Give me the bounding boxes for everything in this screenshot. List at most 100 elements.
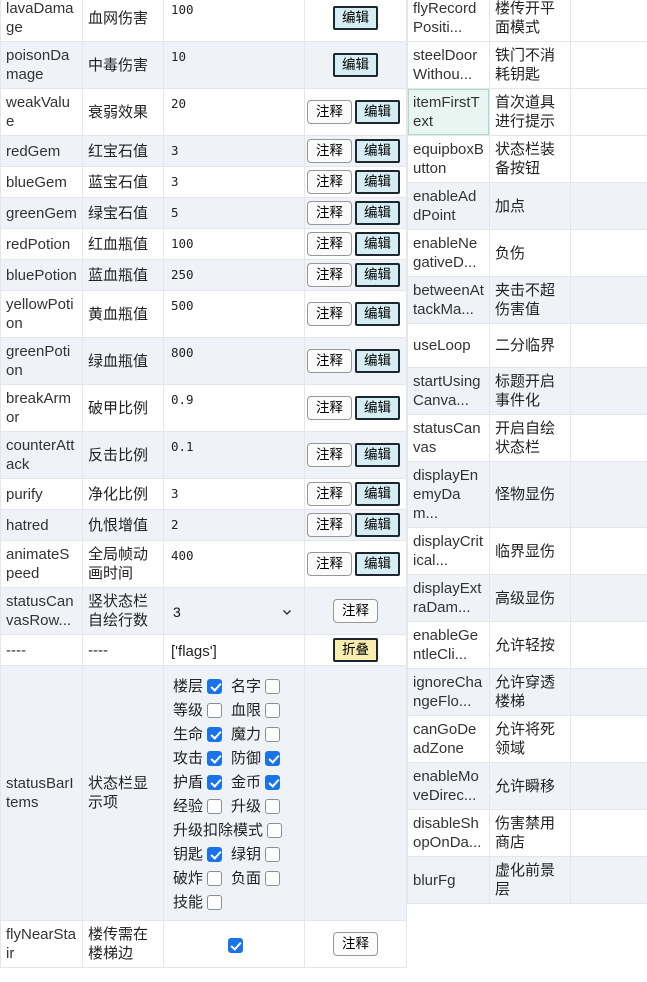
checkbox-checked[interactable] — [265, 774, 281, 790]
checkbox[interactable] — [207, 798, 223, 814]
checklist-item[interactable]: 楼层 — [173, 674, 223, 698]
config-value-cell[interactable]: 250 — [163, 259, 305, 291]
config-value-cell[interactable]: 800 — [163, 337, 305, 385]
checklist-item[interactable]: 等级 — [173, 698, 223, 722]
checklist-item[interactable]: 魔力 — [231, 722, 281, 746]
checkbox[interactable] — [265, 678, 281, 694]
checklist-item[interactable]: 负面 — [231, 866, 281, 890]
checklist-item[interactable]: 护盾 — [173, 770, 223, 794]
checkbox[interactable] — [265, 870, 281, 886]
comment-button[interactable]: 注释 — [307, 170, 352, 194]
checkbox[interactable] — [207, 702, 223, 718]
checkbox[interactable] — [265, 702, 281, 718]
config-value-cell[interactable]: 5 — [163, 197, 305, 229]
checkbox-checked[interactable] — [207, 774, 223, 790]
config-value-cell[interactable]: 3 — [163, 478, 305, 510]
config-value-cell[interactable]: 楼层 名字 等级 血限 生命 魔力 攻击 防御 护盾 金币 经验 升级 升级扣除模式 钥匙 绿钥 破炸 负面 技能 — [163, 665, 305, 921]
config-row-animateSpeed: animateSpeed 全局帧动画时间 400 注释 编辑 — [0, 540, 407, 588]
checklist-item[interactable]: 升级扣除模式 — [173, 818, 283, 842]
checkbox[interactable] — [207, 870, 223, 886]
checklist-item-label: 绿钥 — [231, 845, 262, 863]
config-description: 红宝石值 — [82, 135, 164, 167]
comment-button[interactable]: 注释 — [307, 139, 352, 163]
checkbox-checked[interactable] — [207, 750, 223, 766]
config-description: 楼传需在楼梯边 — [82, 920, 164, 968]
status-canvas-rows-select[interactable]: 3 — [171, 601, 299, 624]
checkbox[interactable] — [267, 822, 283, 838]
checkbox[interactable] — [265, 726, 281, 742]
comment-button[interactable]: 注释 — [307, 100, 352, 124]
edit-button[interactable]: 编辑 — [333, 53, 378, 77]
edit-button[interactable]: 编辑 — [355, 396, 400, 420]
config-value-cell[interactable]: 3 — [163, 587, 305, 635]
checklist-item[interactable]: 攻击 — [173, 746, 223, 770]
checklist-item[interactable]: 防御 — [231, 746, 281, 770]
checklist-item[interactable]: 经验 — [173, 794, 223, 818]
checkbox[interactable] — [207, 894, 223, 910]
edit-button[interactable]: 编辑 — [355, 349, 400, 373]
checkbox-checked[interactable] — [207, 846, 223, 862]
edit-button[interactable]: 编辑 — [355, 513, 400, 537]
comment-button[interactable]: 注释 — [307, 396, 352, 420]
config-value-cell[interactable]: ['flags'] — [163, 634, 305, 666]
flag-key: disableShopOnDa... — [407, 809, 490, 857]
config-value-cell[interactable]: 0.1 — [163, 431, 305, 479]
flag-key: enableGentleCli... — [407, 621, 490, 669]
comment-button[interactable]: 注释 — [333, 932, 378, 956]
config-value-cell[interactable]: 20 — [163, 88, 305, 136]
edit-button[interactable]: 编辑 — [355, 482, 400, 506]
comment-button[interactable]: 注释 — [307, 349, 352, 373]
comment-button[interactable]: 注释 — [307, 302, 352, 326]
config-value-cell[interactable]: 100 — [163, 228, 305, 260]
checklist-item[interactable]: 钥匙 — [173, 842, 223, 866]
checklist-item[interactable]: 名字 — [231, 674, 281, 698]
checkbox[interactable] — [265, 798, 281, 814]
edit-button[interactable]: 编辑 — [355, 100, 400, 124]
edit-button[interactable]: 编辑 — [333, 6, 378, 30]
comment-button[interactable]: 注释 — [307, 201, 352, 225]
checklist-item[interactable]: 生命 — [173, 722, 223, 746]
checklist-item[interactable]: 金币 — [231, 770, 281, 794]
checklist-item[interactable]: 血限 — [231, 698, 281, 722]
checkbox-checked[interactable] — [207, 678, 223, 694]
config-value-cell[interactable]: 100 — [163, 0, 305, 42]
edit-button[interactable]: 编辑 — [355, 552, 400, 576]
flag-checkbox-cell — [570, 461, 647, 528]
config-actions-cell: 注释 编辑 — [304, 290, 407, 338]
checkbox-checked[interactable] — [207, 726, 223, 742]
checklist-item[interactable]: 技能 — [173, 890, 223, 914]
config-value-cell[interactable]: 3 — [163, 135, 305, 167]
comment-button[interactable]: 注释 — [307, 513, 352, 537]
config-value-cell[interactable]: 2 — [163, 509, 305, 541]
edit-button[interactable]: 编辑 — [355, 201, 400, 225]
comment-button[interactable]: 注释 — [307, 552, 352, 576]
edit-button[interactable]: 编辑 — [355, 263, 400, 287]
flag-row-displayExtraDam: displayExtraDam... 高级显伤 — [407, 574, 647, 622]
collapse-button[interactable]: 折叠 — [333, 638, 378, 662]
config-value-cell[interactable]: 400 — [163, 540, 305, 588]
config-value-cell[interactable]: 500 — [163, 290, 305, 338]
edit-button[interactable]: 编辑 — [355, 170, 400, 194]
checklist-item[interactable]: 破炸 — [173, 866, 223, 890]
checkbox[interactable] — [265, 846, 281, 862]
edit-button[interactable]: 编辑 — [355, 232, 400, 256]
flyNearStair-checkbox[interactable] — [227, 937, 243, 953]
comment-button[interactable]: 注释 — [307, 263, 352, 287]
config-value-cell[interactable] — [163, 920, 305, 968]
config-value-cell[interactable]: 0.9 — [163, 384, 305, 432]
config-value-cell[interactable]: 10 — [163, 41, 305, 89]
comment-button[interactable]: 注释 — [307, 232, 352, 256]
checkbox-checked[interactable] — [265, 750, 281, 766]
comment-button[interactable]: 注释 — [307, 443, 352, 467]
edit-button[interactable]: 编辑 — [355, 443, 400, 467]
edit-button[interactable]: 编辑 — [355, 139, 400, 163]
flag-description: 允许轻按 — [489, 621, 571, 669]
flag-row-displayCritical: displayCritical... 临界显伤 — [407, 527, 647, 575]
config-value-cell[interactable]: 3 — [163, 166, 305, 198]
flag-key: itemFirstText — [407, 88, 490, 136]
edit-button[interactable]: 编辑 — [355, 302, 400, 326]
checklist-item[interactable]: 绿钥 — [231, 842, 281, 866]
comment-button[interactable]: 注释 — [333, 599, 378, 623]
comment-button[interactable]: 注释 — [307, 482, 352, 506]
checklist-item[interactable]: 升级 — [231, 794, 281, 818]
